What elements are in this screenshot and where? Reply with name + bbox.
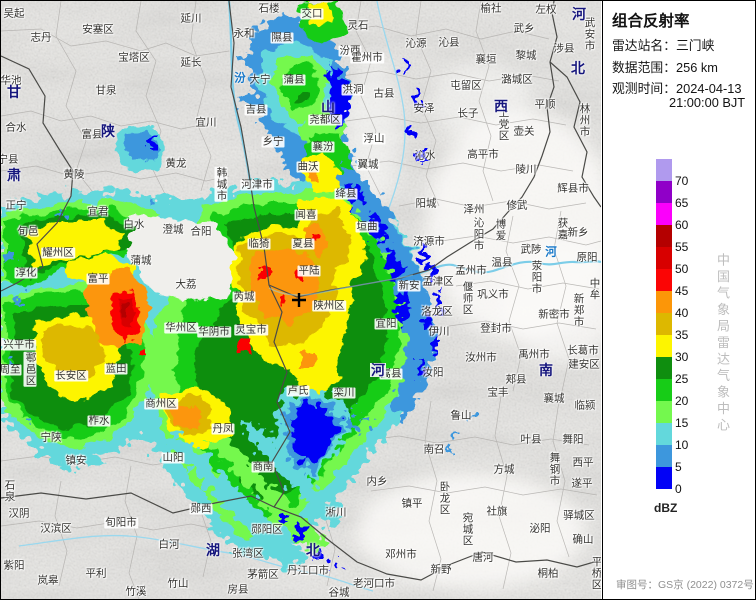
legend-band [656, 445, 672, 467]
info-panel: 组合反射率 雷达站名：三门峡 数据范围：256 km 观测时间：2024-04-… [602, 1, 755, 599]
legend-tick-label: 20 [675, 394, 689, 408]
legend-tick-label: 10 [675, 438, 689, 452]
legend-tick-label: 45 [675, 284, 689, 298]
terrain-clear-patch [124, 214, 237, 302]
radar-echo-0dbz [291, 403, 337, 465]
station-name-line: 雷达站名：三门峡 [612, 38, 715, 53]
reflectivity-colorbar [656, 159, 672, 489]
legend-tick-label: 25 [675, 372, 689, 386]
legend-band [656, 269, 672, 291]
legend-band [656, 203, 672, 225]
radar-echo-15dbz [207, 437, 327, 555]
legend-tick-label: 55 [675, 240, 689, 254]
legend-tick-label: 50 [675, 262, 689, 276]
legend-band [656, 401, 672, 423]
legend-band [656, 357, 672, 379]
radar-echo-20dbz [281, 1, 353, 186]
legend-tick-label: 5 [675, 460, 682, 474]
radar-station-marker [292, 293, 306, 307]
obs-time-date-line: 观测时间：2024-04-13 [612, 81, 742, 96]
radar-map-canvas [1, 1, 601, 599]
legend-tick-label: 35 [675, 328, 689, 342]
legend-tick-label: 15 [675, 416, 689, 430]
legend-tick-label: 30 [675, 350, 689, 364]
radar-echo-0dbz [279, 515, 339, 570]
legend-tick-label: 70 [675, 174, 689, 188]
radar-map: 吴起 志丹 安塞区 延川 石楼 永和 隰县 交口 灵石 榆社 左权 武乡 武安市 宝塔区 延长 大宁 蒲县 汾西霍… [1, 1, 601, 599]
radar-echo-55dbz [122, 304, 129, 317]
legend-band [656, 247, 672, 269]
legend-tick-label: 60 [675, 218, 689, 232]
radar-echo-0dbz [327, 59, 426, 163]
colorbar-unit: dBZ [654, 501, 678, 515]
map-approval-number: 审图号：GS京 (2022) 0372号 [616, 579, 754, 591]
legend-tick-label: 40 [675, 306, 689, 320]
legend-tick-label: 0 [675, 482, 682, 496]
radar-echo-5dbz [337, 166, 437, 421]
han-river [18, 534, 374, 592]
yellow-river-overlay [268, 274, 414, 296]
product-title: 组合反射率 [612, 13, 690, 30]
obs-time-clock-line: 21:00:00 BJT [669, 95, 746, 110]
station-cross-icon [292, 293, 306, 307]
legend-band [656, 335, 672, 357]
legend-band [656, 159, 672, 181]
legend-band [656, 313, 672, 335]
legend-band [656, 467, 672, 489]
radar-echo-0dbz [147, 138, 156, 149]
radar-echo-30dbz [27, 155, 367, 449]
legend-band [656, 423, 672, 445]
legend-band [656, 379, 672, 401]
legend-band [656, 181, 672, 203]
radar-echo-10dbz [157, 422, 344, 571]
radar-echo-25dbz [296, 93, 308, 103]
legend-band [656, 291, 672, 313]
county-boundaries [1, 1, 601, 599]
watermark-text: 中国气象局雷达气象中心 [715, 253, 730, 435]
legend-tick-label: 65 [675, 196, 689, 210]
province-boundaries [1, 1, 601, 581]
data-range-line: 数据范围：256 km [612, 60, 718, 75]
legend-band [656, 225, 672, 247]
